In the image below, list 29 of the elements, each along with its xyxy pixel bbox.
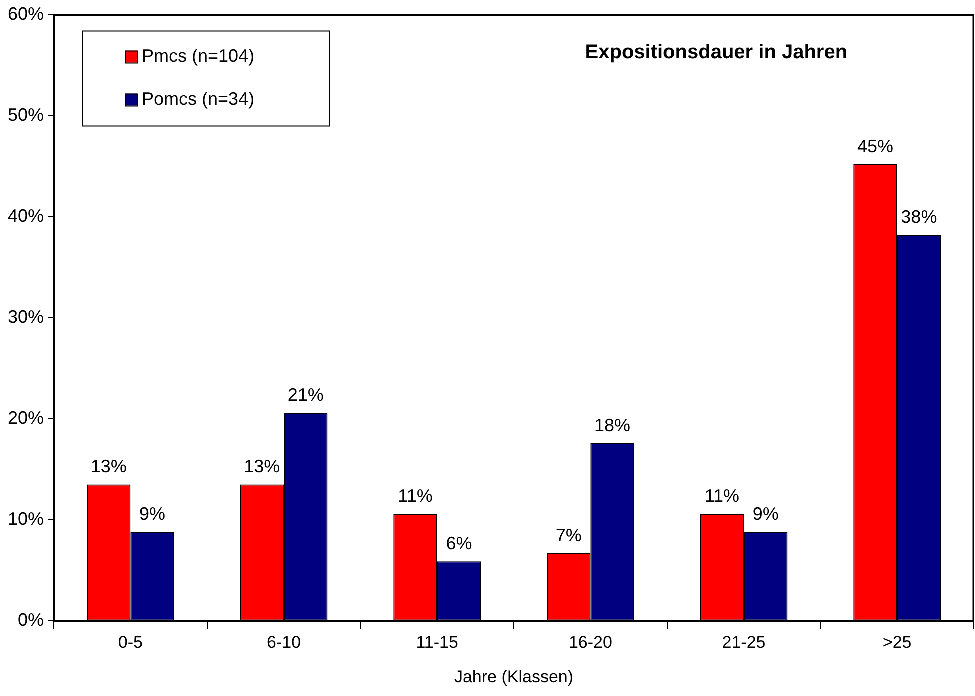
data-label: 11% (704, 486, 740, 506)
text: Expositionsdauer in Jahren (585, 41, 848, 64)
data-label: 9% (752, 504, 779, 524)
legend-label: Pmcs (n=104) (142, 46, 255, 66)
y-tick-label: 50% (8, 104, 44, 125)
data-label: 38% (901, 207, 938, 228)
y-tick-label: 30% (8, 306, 44, 327)
data-label: 11% (398, 486, 433, 506)
y-tick-label: 40% (8, 206, 44, 226)
data-label: 9% (140, 504, 166, 524)
x-tick-label: 21-25 (722, 633, 766, 652)
y-tick-label: 20% (8, 408, 44, 428)
x-tick-label: 11-15 (416, 633, 458, 652)
data-label: 13% (244, 456, 280, 477)
y-tick-label: 0% (18, 610, 44, 630)
data-label: 13% (90, 456, 127, 477)
x-axis-title: Jahre (Klassen) (454, 667, 574, 686)
data-label: 7% (556, 525, 582, 546)
data-label: 45% (857, 136, 894, 156)
y-tick-label: 60% (8, 4, 44, 24)
y-tick-label: 10% (8, 509, 44, 530)
data-label: 6% (446, 534, 472, 554)
legend-label: Pomcs (n=34) (142, 88, 255, 109)
data-label: 18% (594, 415, 631, 436)
x-tick-label: 6-10 (267, 633, 302, 652)
x-tick-label: 0-5 (118, 633, 143, 652)
x-tick-label: >25 (882, 633, 912, 652)
data-label: 21% (288, 384, 324, 405)
x-tick-label: 16-20 (568, 633, 612, 652)
